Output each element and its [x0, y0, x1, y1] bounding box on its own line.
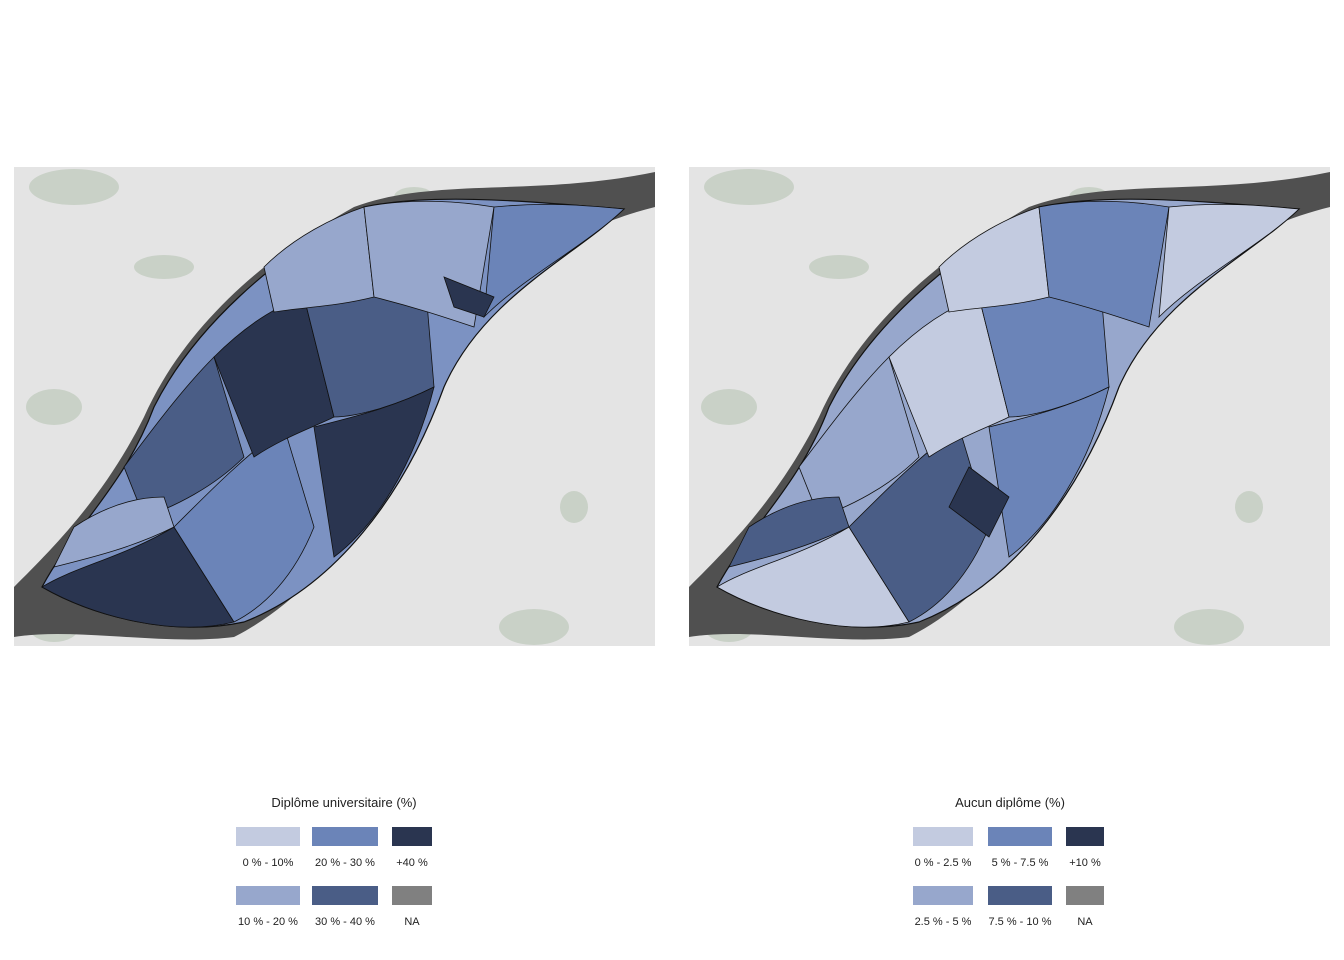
- legend-label: 0 % - 2.5 %: [914, 857, 972, 869]
- legend-label: 2.5 % - 5 %: [914, 916, 972, 928]
- legend-item: 10 % - 20 %: [236, 886, 300, 928]
- legend-label: 20 % - 30 %: [315, 857, 375, 869]
- legend-label: 30 % - 40 %: [315, 916, 375, 928]
- legend-item: 20 % - 30 %: [312, 827, 378, 869]
- map-no-diploma[interactable]: [689, 167, 1330, 646]
- legend-swatch: [236, 827, 300, 846]
- legend-label: 10 % - 20 %: [238, 916, 298, 928]
- legend-item: 30 % - 40 %: [312, 886, 378, 928]
- districts: [41, 200, 625, 628]
- legend-item: +40 %: [392, 827, 432, 869]
- legend-label: NA: [1077, 916, 1093, 928]
- legend-swatch: [392, 827, 432, 846]
- legend-swatch: [1066, 827, 1104, 846]
- choropleth-map-right: [689, 167, 1330, 646]
- legend-title: Diplôme universitaire (%): [271, 795, 417, 810]
- legend-item: 0 % - 10%: [236, 827, 300, 869]
- legend-swatch: [913, 827, 973, 846]
- legend-item: 2.5 % - 5 %: [913, 886, 973, 928]
- legend-swatch: [913, 886, 973, 905]
- legend-swatch: [1066, 886, 1104, 905]
- legend-swatch: [312, 827, 378, 846]
- districts: [716, 200, 1300, 628]
- legend-item: NA: [1066, 886, 1104, 928]
- park-patches: [701, 169, 1263, 645]
- legend-item: 7.5 % - 10 %: [988, 886, 1052, 928]
- legend-swatch: [236, 886, 300, 905]
- legend-item: 0 % - 2.5 %: [913, 827, 973, 869]
- legend-label: +40 %: [396, 857, 428, 869]
- legend-item: 5 % - 7.5 %: [988, 827, 1052, 869]
- legend-label: NA: [404, 916, 420, 928]
- legend-swatch: [392, 886, 432, 905]
- legend-label: 7.5 % - 10 %: [988, 916, 1052, 928]
- legend-item: NA: [392, 886, 432, 928]
- legend-item: +10 %: [1066, 827, 1104, 869]
- choropleth-map-left: [14, 167, 655, 646]
- legend-label: +10 %: [1069, 857, 1101, 869]
- legend-swatch: [312, 886, 378, 905]
- map-university-degree[interactable]: [14, 167, 655, 646]
- legend-label: 0 % - 10%: [242, 857, 294, 869]
- legend-swatch: [988, 886, 1052, 905]
- legend-title: Aucun diplôme (%): [955, 795, 1065, 810]
- legend-label: 5 % - 7.5 %: [991, 857, 1049, 869]
- legend-swatch: [988, 827, 1052, 846]
